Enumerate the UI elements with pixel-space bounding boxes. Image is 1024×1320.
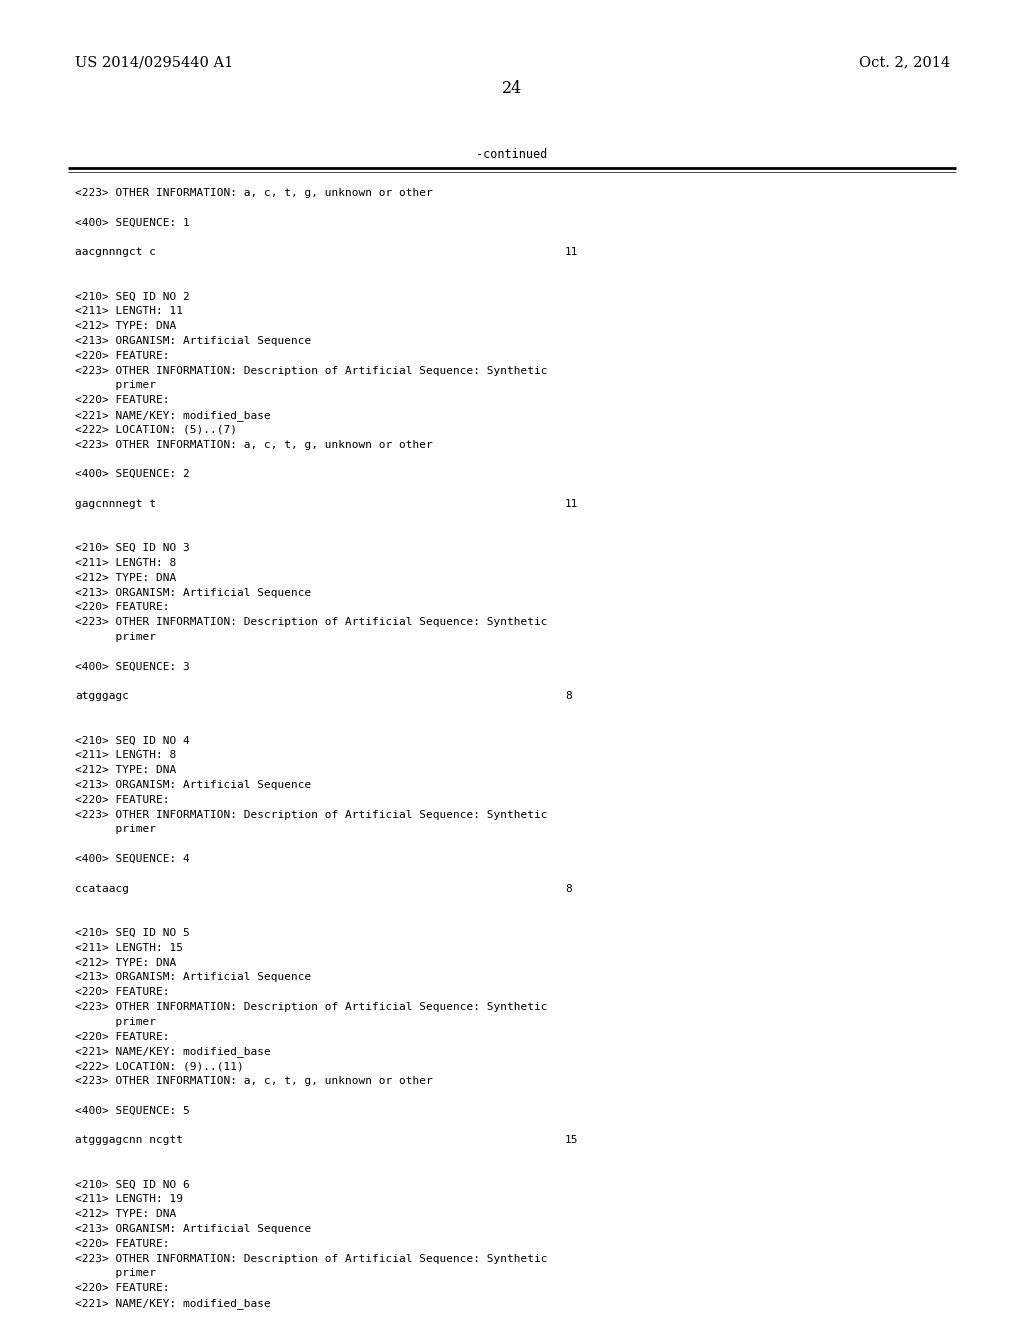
Text: 8: 8 bbox=[565, 883, 571, 894]
Text: <223> OTHER INFORMATION: Description of Artificial Sequence: Synthetic: <223> OTHER INFORMATION: Description of … bbox=[75, 1002, 548, 1012]
Text: primer: primer bbox=[75, 380, 156, 391]
Text: Oct. 2, 2014: Oct. 2, 2014 bbox=[859, 55, 950, 69]
Text: US 2014/0295440 A1: US 2014/0295440 A1 bbox=[75, 55, 233, 69]
Text: <221> NAME/KEY: modified_base: <221> NAME/KEY: modified_base bbox=[75, 1047, 270, 1057]
Text: <211> LENGTH: 8: <211> LENGTH: 8 bbox=[75, 558, 176, 568]
Text: <223> OTHER INFORMATION: Description of Artificial Sequence: Synthetic: <223> OTHER INFORMATION: Description of … bbox=[75, 618, 548, 627]
Text: <213> ORGANISM: Artificial Sequence: <213> ORGANISM: Artificial Sequence bbox=[75, 780, 311, 789]
Text: primer: primer bbox=[75, 1269, 156, 1278]
Text: primer: primer bbox=[75, 632, 156, 642]
Text: <400> SEQUENCE: 5: <400> SEQUENCE: 5 bbox=[75, 1106, 189, 1115]
Text: 11: 11 bbox=[565, 247, 579, 257]
Text: <213> ORGANISM: Artificial Sequence: <213> ORGANISM: Artificial Sequence bbox=[75, 1224, 311, 1234]
Text: 15: 15 bbox=[565, 1135, 579, 1146]
Text: primer: primer bbox=[75, 825, 156, 834]
Text: <211> LENGTH: 19: <211> LENGTH: 19 bbox=[75, 1195, 183, 1204]
Text: <210> SEQ ID NO 2: <210> SEQ ID NO 2 bbox=[75, 292, 189, 301]
Text: primer: primer bbox=[75, 1016, 156, 1027]
Text: <223> OTHER INFORMATION: Description of Artificial Sequence: Synthetic: <223> OTHER INFORMATION: Description of … bbox=[75, 809, 548, 820]
Text: <220> FEATURE:: <220> FEATURE: bbox=[75, 1283, 170, 1294]
Text: <220> FEATURE:: <220> FEATURE: bbox=[75, 351, 170, 360]
Text: atgggagc: atgggagc bbox=[75, 692, 129, 701]
Text: <220> FEATURE:: <220> FEATURE: bbox=[75, 795, 170, 805]
Text: <211> LENGTH: 11: <211> LENGTH: 11 bbox=[75, 306, 183, 317]
Text: <210> SEQ ID NO 6: <210> SEQ ID NO 6 bbox=[75, 1180, 189, 1189]
Text: <210> SEQ ID NO 5: <210> SEQ ID NO 5 bbox=[75, 928, 189, 939]
Text: <221> NAME/KEY: modified_base: <221> NAME/KEY: modified_base bbox=[75, 1298, 270, 1309]
Text: <212> TYPE: DNA: <212> TYPE: DNA bbox=[75, 573, 176, 583]
Text: 11: 11 bbox=[565, 499, 579, 508]
Text: <220> FEATURE:: <220> FEATURE: bbox=[75, 987, 170, 997]
Text: 24: 24 bbox=[502, 81, 522, 96]
Text: gagcnnnegt t: gagcnnnegt t bbox=[75, 499, 156, 508]
Text: <400> SEQUENCE: 4: <400> SEQUENCE: 4 bbox=[75, 854, 189, 865]
Text: ccataacg: ccataacg bbox=[75, 883, 129, 894]
Text: <211> LENGTH: 8: <211> LENGTH: 8 bbox=[75, 750, 176, 760]
Text: <210> SEQ ID NO 3: <210> SEQ ID NO 3 bbox=[75, 544, 189, 553]
Text: <220> FEATURE:: <220> FEATURE: bbox=[75, 602, 170, 612]
Text: <400> SEQUENCE: 3: <400> SEQUENCE: 3 bbox=[75, 661, 189, 672]
Text: <222> LOCATION: (5)..(7): <222> LOCATION: (5)..(7) bbox=[75, 425, 237, 434]
Text: <212> TYPE: DNA: <212> TYPE: DNA bbox=[75, 321, 176, 331]
Text: <223> OTHER INFORMATION: a, c, t, g, unknown or other: <223> OTHER INFORMATION: a, c, t, g, unk… bbox=[75, 1076, 433, 1086]
Text: <212> TYPE: DNA: <212> TYPE: DNA bbox=[75, 766, 176, 775]
Text: <400> SEQUENCE: 1: <400> SEQUENCE: 1 bbox=[75, 218, 189, 227]
Text: <210> SEQ ID NO 4: <210> SEQ ID NO 4 bbox=[75, 735, 189, 746]
Text: -continued: -continued bbox=[476, 148, 548, 161]
Text: <220> FEATURE:: <220> FEATURE: bbox=[75, 1238, 170, 1249]
Text: <213> ORGANISM: Artificial Sequence: <213> ORGANISM: Artificial Sequence bbox=[75, 973, 311, 982]
Text: <212> TYPE: DNA: <212> TYPE: DNA bbox=[75, 957, 176, 968]
Text: <223> OTHER INFORMATION: Description of Artificial Sequence: Synthetic: <223> OTHER INFORMATION: Description of … bbox=[75, 366, 548, 376]
Text: <223> OTHER INFORMATION: a, c, t, g, unknown or other: <223> OTHER INFORMATION: a, c, t, g, unk… bbox=[75, 440, 433, 450]
Text: <213> ORGANISM: Artificial Sequence: <213> ORGANISM: Artificial Sequence bbox=[75, 337, 311, 346]
Text: <220> FEATURE:: <220> FEATURE: bbox=[75, 1032, 170, 1041]
Text: atgggagcnn ncgtt: atgggagcnn ncgtt bbox=[75, 1135, 183, 1146]
Text: aacgnnngct c: aacgnnngct c bbox=[75, 247, 156, 257]
Text: 8: 8 bbox=[565, 692, 571, 701]
Text: <211> LENGTH: 15: <211> LENGTH: 15 bbox=[75, 942, 183, 953]
Text: <212> TYPE: DNA: <212> TYPE: DNA bbox=[75, 1209, 176, 1220]
Text: <213> ORGANISM: Artificial Sequence: <213> ORGANISM: Artificial Sequence bbox=[75, 587, 311, 598]
Text: <220> FEATURE:: <220> FEATURE: bbox=[75, 395, 170, 405]
Text: <400> SEQUENCE: 2: <400> SEQUENCE: 2 bbox=[75, 469, 189, 479]
Text: <223> OTHER INFORMATION: a, c, t, g, unknown or other: <223> OTHER INFORMATION: a, c, t, g, unk… bbox=[75, 187, 433, 198]
Text: <222> LOCATION: (9)..(11): <222> LOCATION: (9)..(11) bbox=[75, 1061, 244, 1072]
Text: <223> OTHER INFORMATION: Description of Artificial Sequence: Synthetic: <223> OTHER INFORMATION: Description of … bbox=[75, 1254, 548, 1263]
Text: <221> NAME/KEY: modified_base: <221> NAME/KEY: modified_base bbox=[75, 411, 270, 421]
